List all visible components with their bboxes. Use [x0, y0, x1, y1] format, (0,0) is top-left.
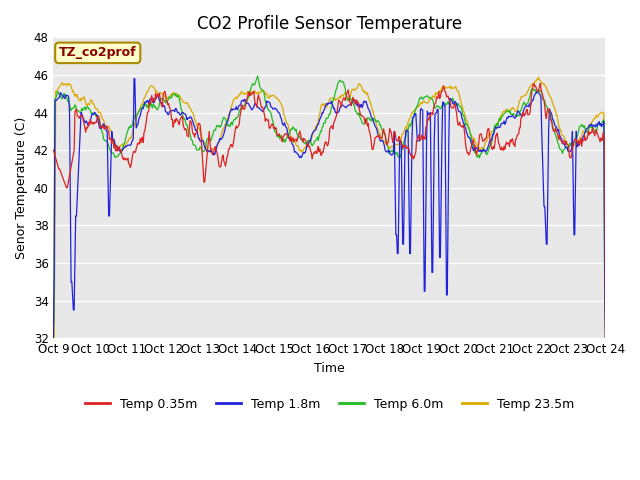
Y-axis label: Senor Temperature (C): Senor Temperature (C): [15, 117, 28, 259]
Legend: Temp 0.35m, Temp 1.8m, Temp 6.0m, Temp 23.5m: Temp 0.35m, Temp 1.8m, Temp 6.0m, Temp 2…: [79, 393, 579, 416]
X-axis label: Time: Time: [314, 361, 345, 374]
Title: CO2 Profile Sensor Temperature: CO2 Profile Sensor Temperature: [197, 15, 462, 33]
Text: TZ_co2prof: TZ_co2prof: [59, 47, 136, 60]
